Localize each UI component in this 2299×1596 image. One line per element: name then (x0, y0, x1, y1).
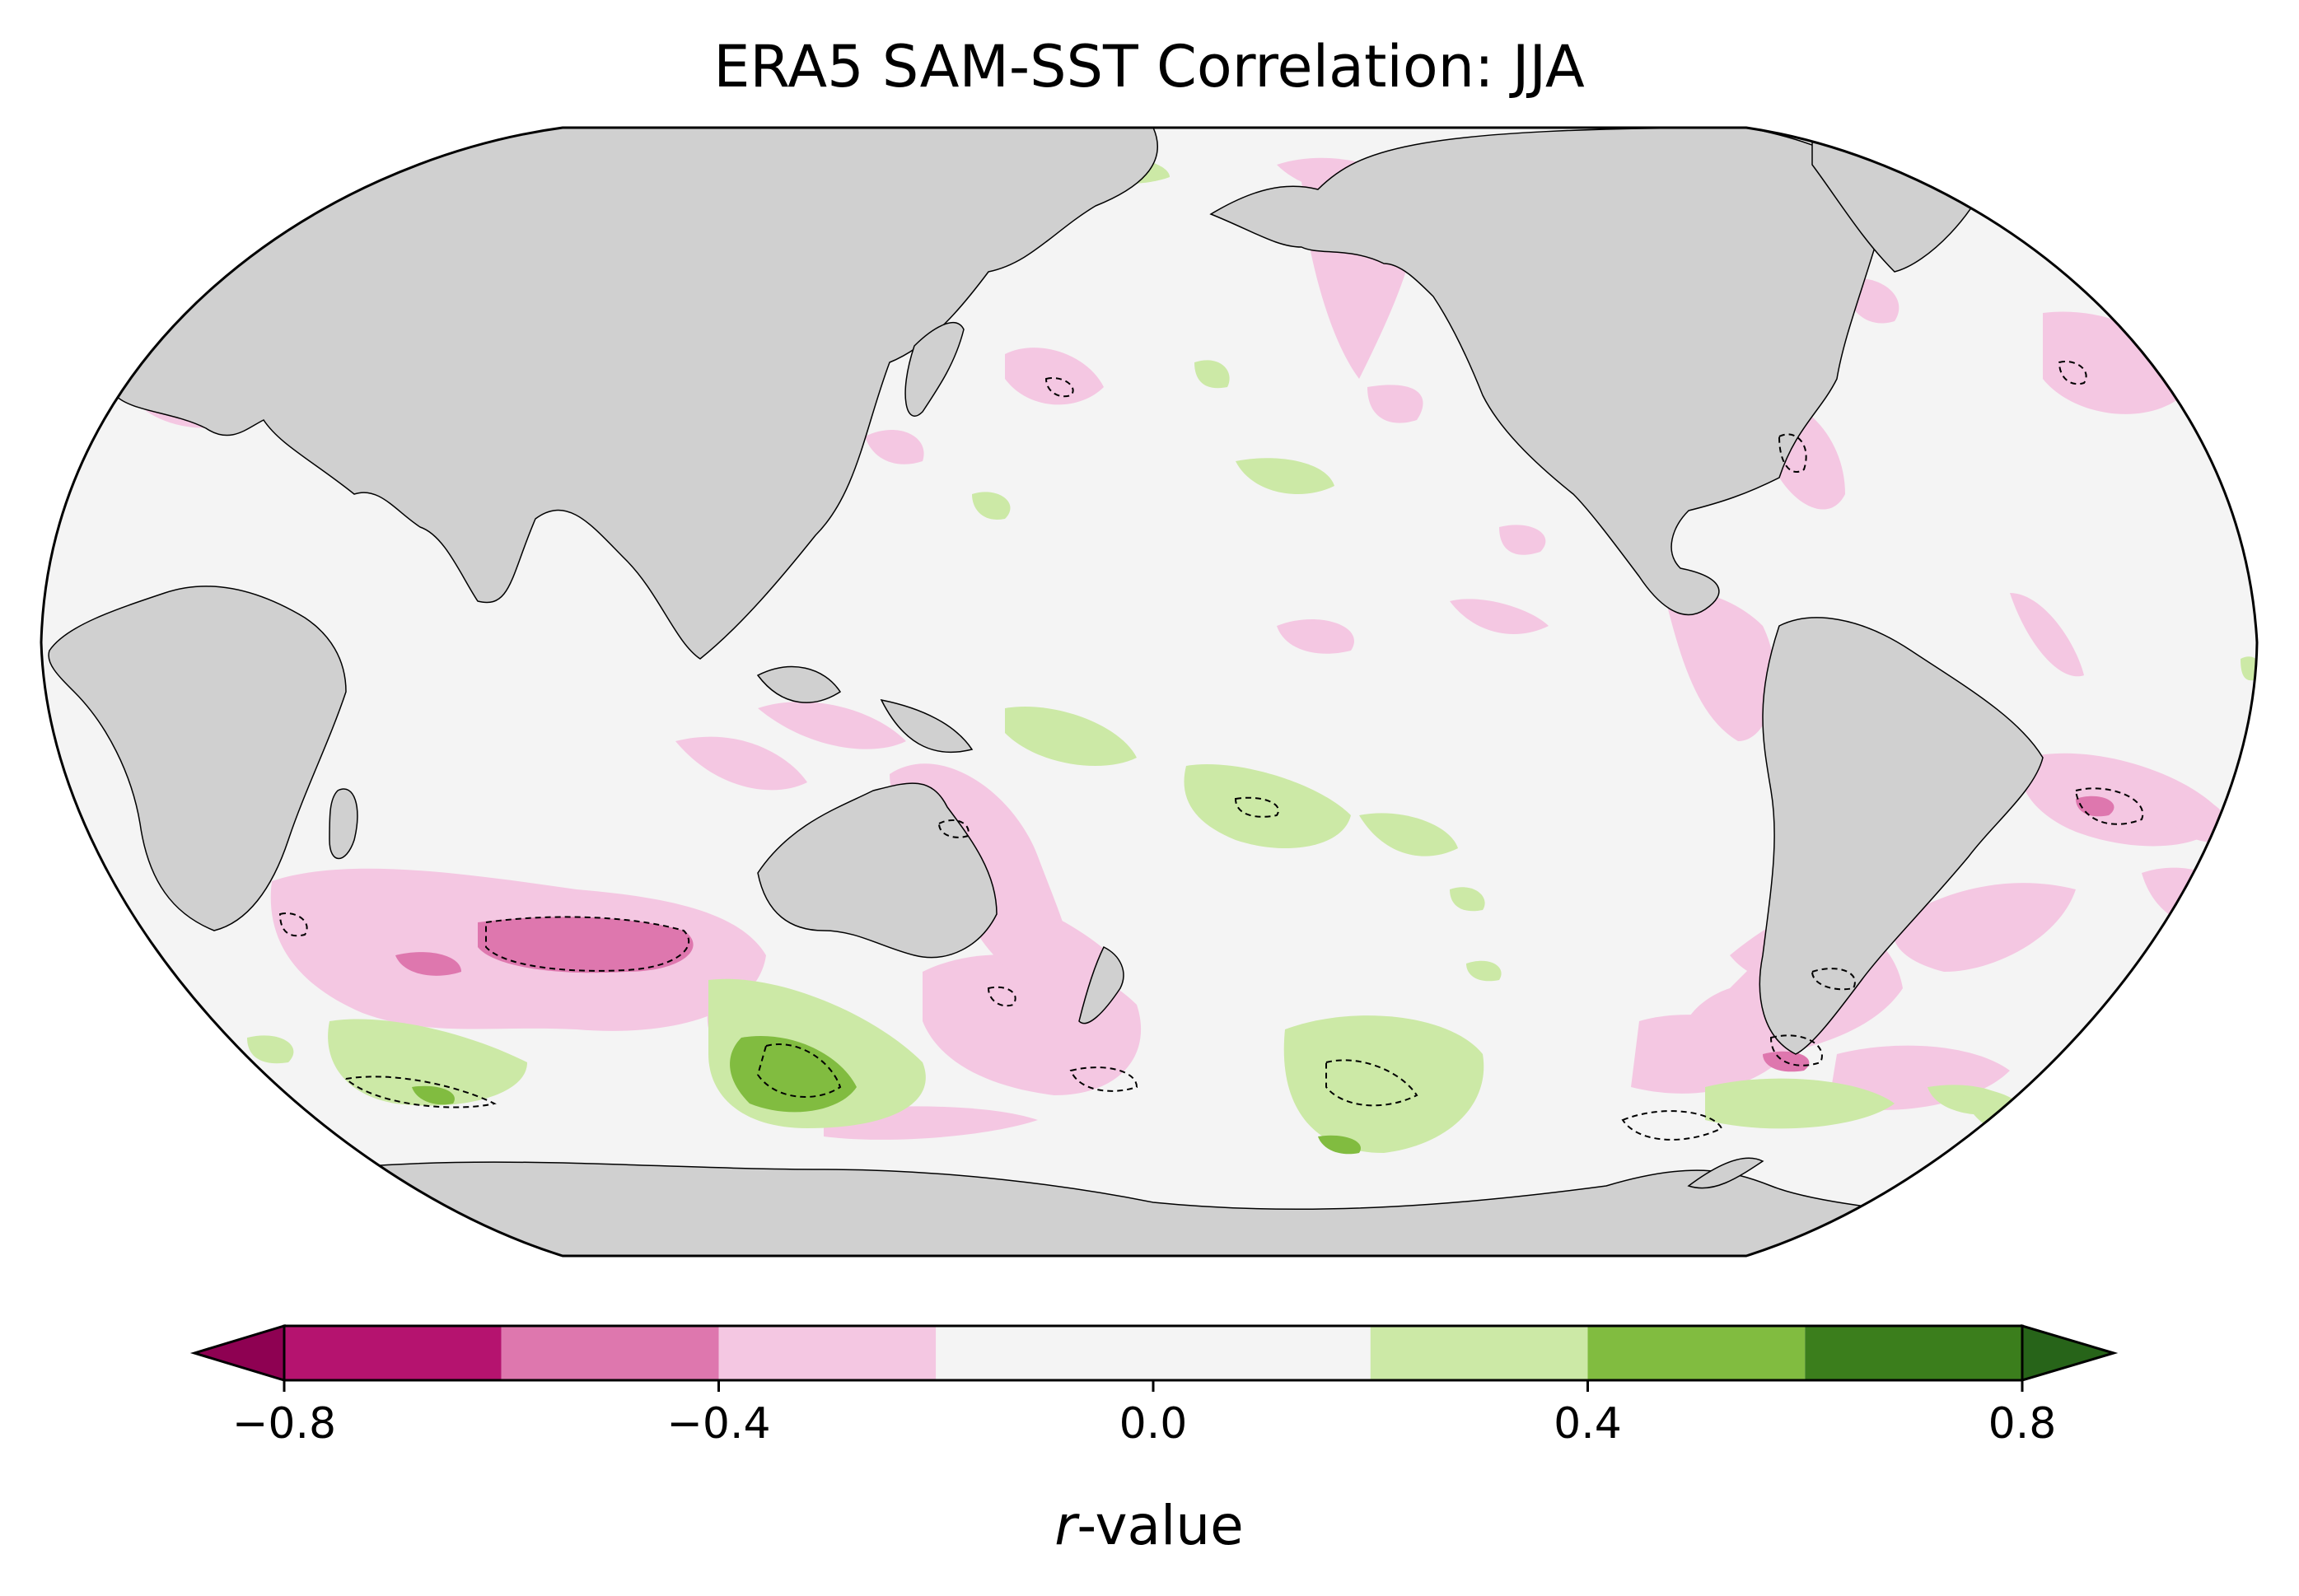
significance-contours (278, 361, 2144, 1141)
colorbar-tick-label: −0.8 (232, 1399, 336, 1449)
colorbar-segment (936, 1326, 1371, 1380)
colorbar-segment (1587, 1326, 1806, 1380)
landmass-new-zealand (1078, 945, 1124, 1024)
colorbar-under-triangle (189, 1323, 286, 1383)
map-panel (40, 126, 2259, 1258)
colorbar-segments (284, 1326, 2022, 1380)
colorbar: −0.8 −0.4 0.0 0.4 0.8 r-value (189, 1323, 2119, 1557)
colorbar-segment (284, 1326, 502, 1380)
landmass-africa (48, 586, 347, 931)
chart-title: ERA5 SAM-SST Correlation: JJA (713, 33, 1585, 100)
landmass-madagascar (329, 788, 358, 860)
landmass-antarctica (329, 1161, 1978, 1256)
colorbar-tick-label: 0.0 (1119, 1399, 1188, 1449)
landmass-south-america (1759, 617, 2044, 1055)
map-boundary (40, 126, 2259, 1258)
landmass-indonesia (756, 665, 842, 703)
landmass-japan (904, 321, 965, 417)
colorbar-tick-label: 0.4 (1554, 1399, 1622, 1449)
landmass-new-guinea (880, 698, 974, 754)
colorbar-label-rest: -value (1077, 1494, 1243, 1557)
colorbar-ticks: −0.8 −0.4 0.0 0.4 0.8 (232, 1380, 2056, 1449)
colorbar-label: r-value (1054, 1494, 1243, 1557)
land-masses (48, 128, 2044, 1256)
landmass-australia (757, 782, 998, 959)
colorbar-segment (1805, 1326, 2022, 1380)
colorbar-tick-label: −0.4 (666, 1399, 770, 1449)
strong-positive-regions (412, 1036, 1361, 1155)
map-content (48, 128, 2257, 1256)
colorbar-segment (1370, 1326, 1588, 1380)
colorbar-segment (718, 1326, 937, 1380)
colorbar-segment (501, 1326, 719, 1380)
colorbar-over-triangle (2021, 1323, 2119, 1383)
colorbar-label-italic: r (1054, 1494, 1080, 1557)
colorbar-tick-label: 0.8 (1988, 1399, 2057, 1449)
landmass-antarctic-peninsula (1687, 1157, 1764, 1189)
